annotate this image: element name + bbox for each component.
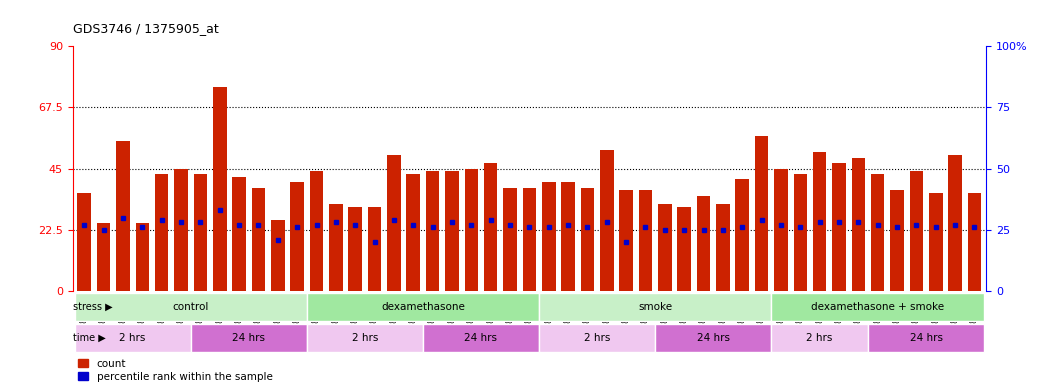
Bar [155, 174, 168, 291]
Bar [367, 207, 381, 291]
FancyBboxPatch shape [75, 293, 307, 321]
Bar [851, 158, 865, 291]
Bar [329, 204, 343, 291]
FancyBboxPatch shape [75, 324, 191, 352]
Bar [696, 196, 710, 291]
Bar [774, 169, 788, 291]
Text: 2 hrs: 2 hrs [807, 333, 832, 343]
Bar [562, 182, 575, 291]
FancyBboxPatch shape [771, 293, 984, 321]
FancyBboxPatch shape [191, 324, 307, 352]
Bar [813, 152, 826, 291]
Text: 24 hrs: 24 hrs [464, 333, 497, 343]
Bar [116, 141, 130, 291]
Bar [620, 190, 633, 291]
Bar [871, 174, 884, 291]
Text: time ▶: time ▶ [73, 333, 106, 343]
Bar [387, 155, 401, 291]
FancyBboxPatch shape [307, 324, 422, 352]
Bar [658, 204, 672, 291]
Bar [251, 188, 266, 291]
Bar [407, 174, 420, 291]
Bar [78, 193, 91, 291]
Text: dexamethasone: dexamethasone [381, 302, 465, 312]
Bar [194, 174, 208, 291]
Text: control: control [172, 302, 209, 312]
Text: 24 hrs: 24 hrs [233, 333, 266, 343]
Bar [213, 87, 226, 291]
Text: dexamethasone + smoke: dexamethasone + smoke [811, 302, 945, 312]
Text: 2 hrs: 2 hrs [584, 333, 610, 343]
Text: 24 hrs: 24 hrs [909, 333, 943, 343]
Bar [484, 163, 497, 291]
FancyBboxPatch shape [771, 324, 868, 352]
Text: stress ▶: stress ▶ [73, 302, 112, 312]
Bar [967, 193, 981, 291]
Bar [291, 182, 304, 291]
Bar [949, 155, 962, 291]
Text: GDS3746 / 1375905_at: GDS3746 / 1375905_at [73, 22, 218, 35]
Bar [542, 182, 555, 291]
FancyBboxPatch shape [539, 324, 655, 352]
Bar [309, 171, 323, 291]
Text: 2 hrs: 2 hrs [352, 333, 378, 343]
Bar [271, 220, 284, 291]
Legend: count, percentile rank within the sample: count, percentile rank within the sample [78, 359, 273, 382]
Bar [909, 171, 923, 291]
Bar [716, 204, 730, 291]
Text: 24 hrs: 24 hrs [696, 333, 730, 343]
Text: smoke: smoke [638, 302, 673, 312]
FancyBboxPatch shape [422, 324, 539, 352]
FancyBboxPatch shape [655, 324, 771, 352]
Bar [97, 223, 110, 291]
Bar [233, 177, 246, 291]
Bar [678, 207, 691, 291]
Bar [503, 188, 517, 291]
Bar [522, 188, 537, 291]
Bar [638, 190, 652, 291]
Bar [580, 188, 594, 291]
Bar [793, 174, 808, 291]
Bar [929, 193, 943, 291]
Bar [349, 207, 362, 291]
Text: 2 hrs: 2 hrs [119, 333, 146, 343]
Bar [736, 179, 749, 291]
Bar [465, 169, 479, 291]
Bar [136, 223, 149, 291]
Bar [832, 163, 846, 291]
Bar [891, 190, 904, 291]
Bar [426, 171, 439, 291]
Bar [755, 136, 768, 291]
FancyBboxPatch shape [307, 293, 539, 321]
FancyBboxPatch shape [539, 293, 771, 321]
Bar [174, 169, 188, 291]
Bar [445, 171, 459, 291]
FancyBboxPatch shape [868, 324, 984, 352]
Bar [600, 149, 613, 291]
